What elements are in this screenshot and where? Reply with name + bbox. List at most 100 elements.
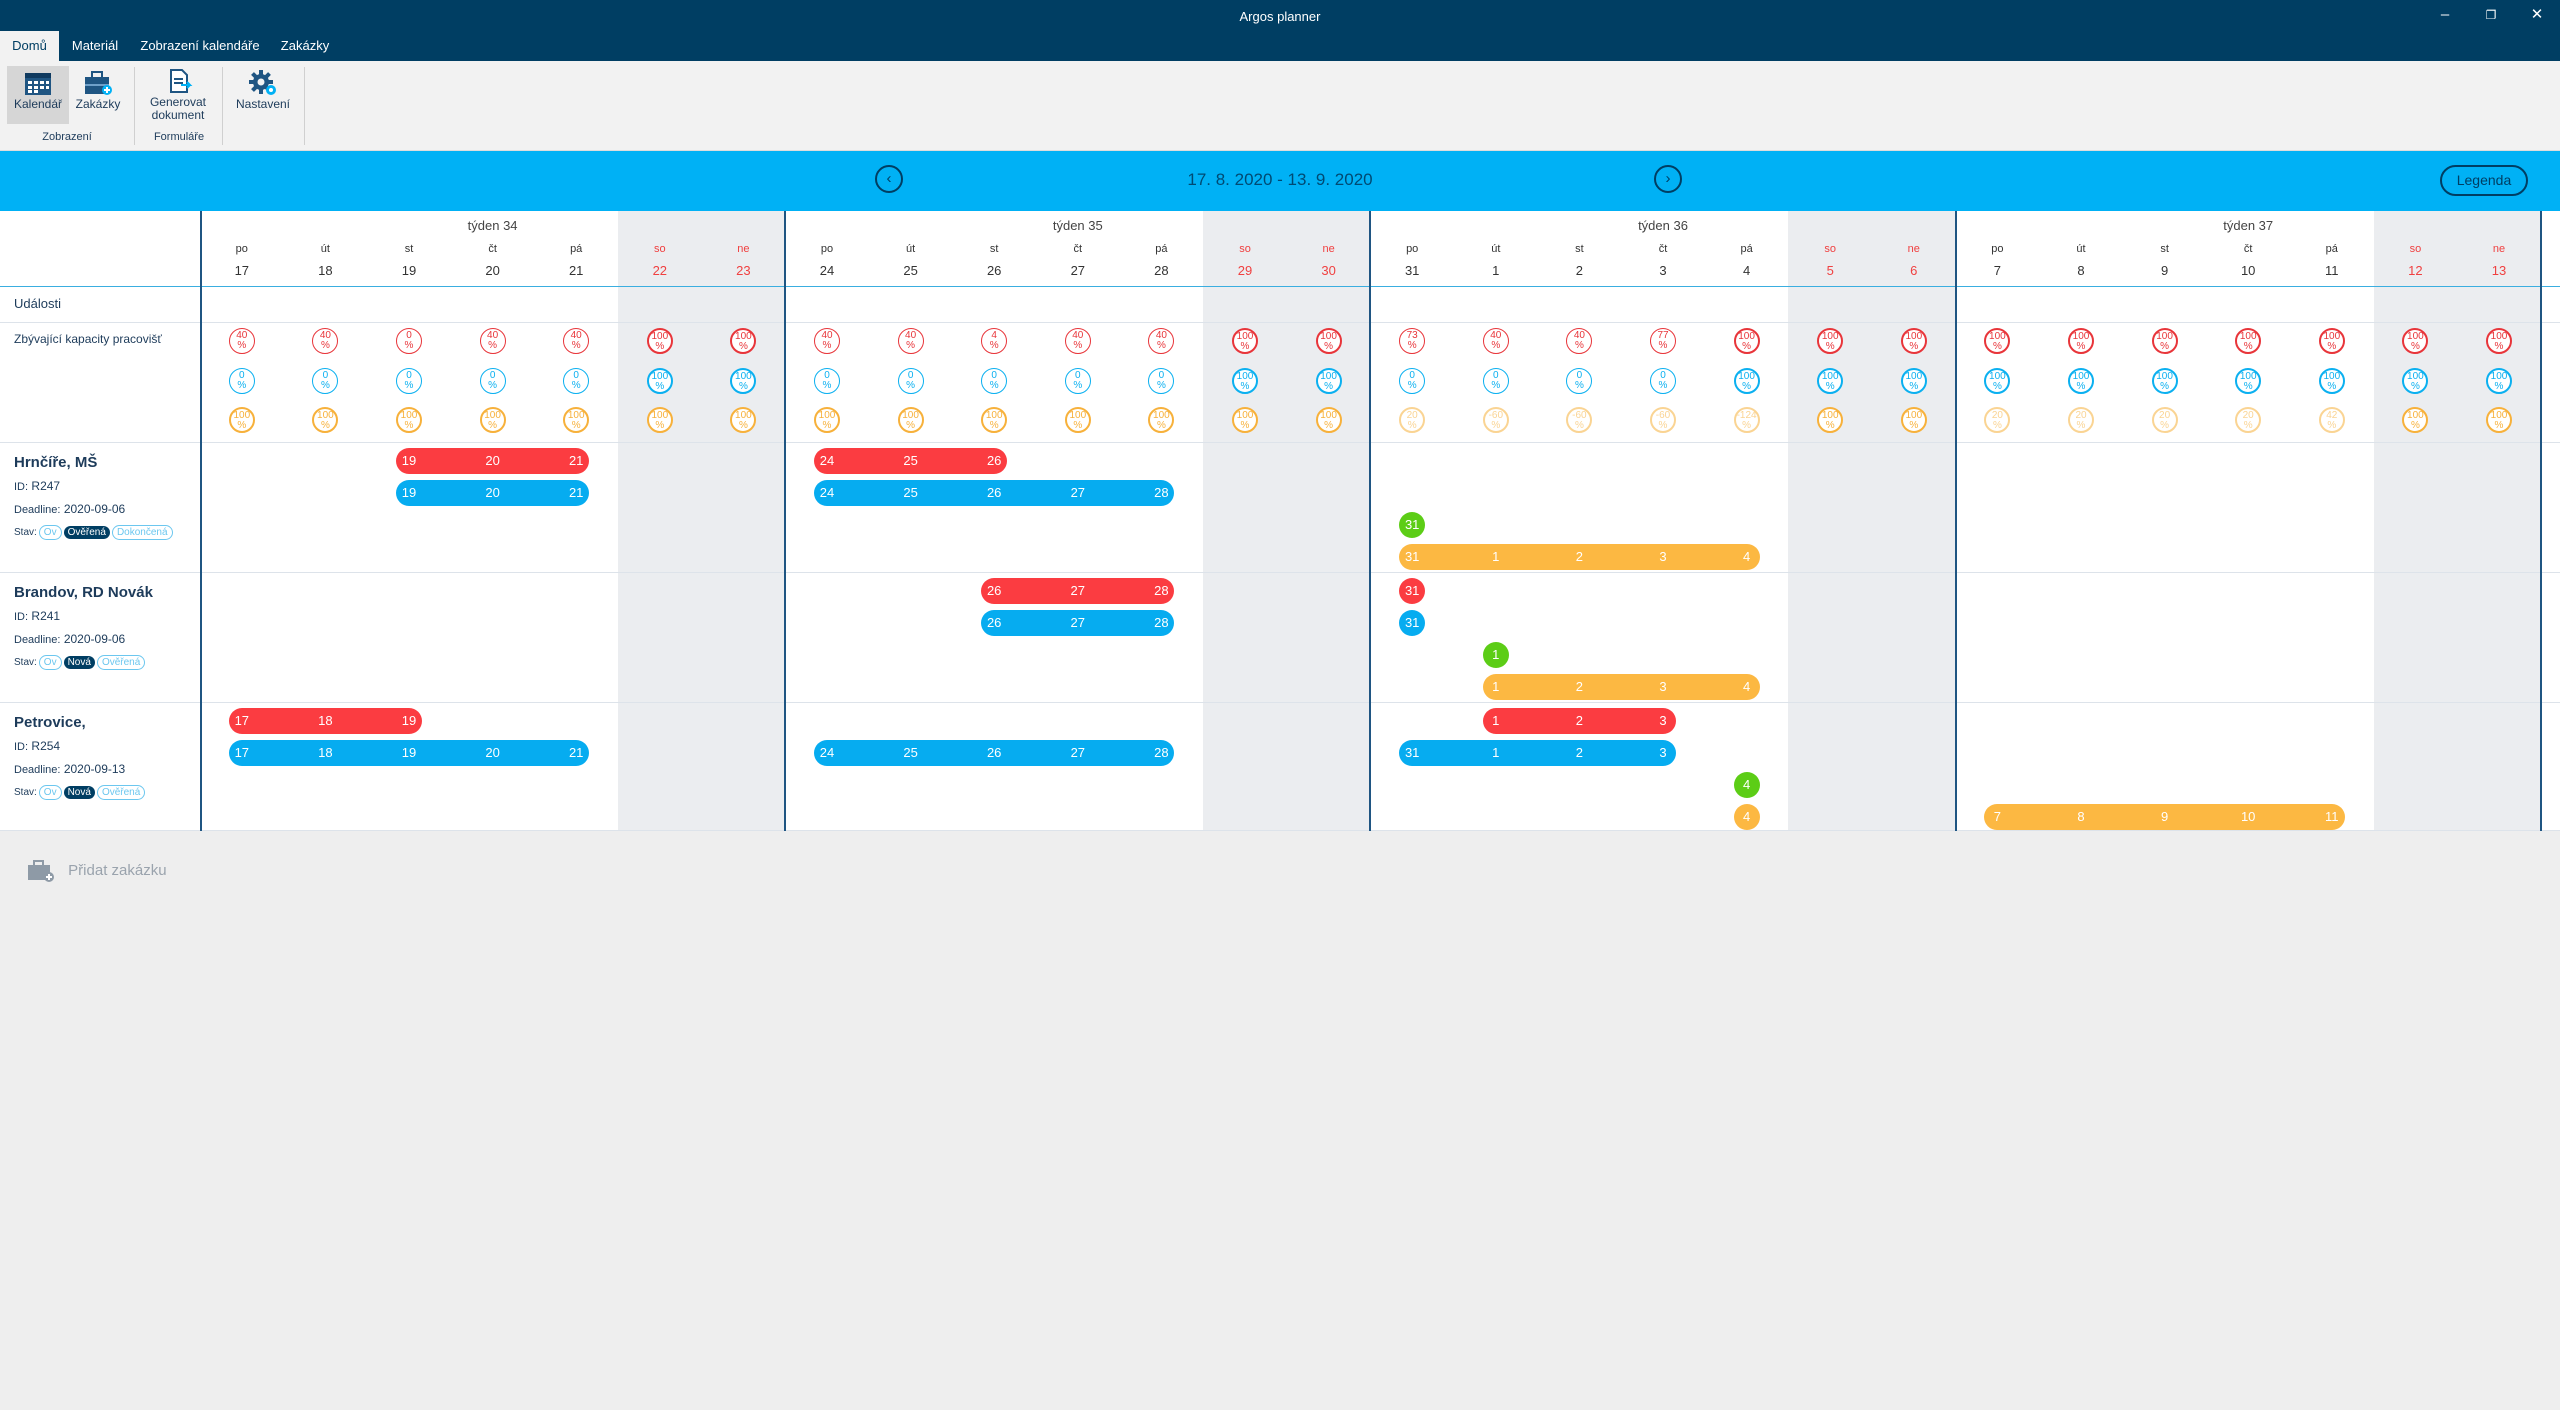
day-number: 8 [2077, 263, 2085, 278]
blue-schedule-bar[interactable]: 17 18 19 20 21 [228, 740, 590, 766]
bar-day-label: 2 [1575, 549, 1583, 564]
blue-schedule-bar[interactable]: 24 25 26 27 28 [814, 480, 1175, 506]
status-badge[interactable]: Ov [38, 525, 62, 540]
close-button[interactable]: ✕ [2530, 6, 2544, 23]
blue-schedule-bar[interactable]: 19 20 21 [396, 480, 590, 506]
status-badge[interactable]: Ov [38, 785, 62, 800]
ribbon-group-view: Zobrazení [42, 131, 92, 143]
red-schedule-bar[interactable]: 19 20 21 [396, 448, 590, 474]
orange-schedule-bar[interactable]: 4 [1733, 804, 1760, 830]
generate-document-button[interactable]: Generovat dokument [142, 66, 214, 124]
orange-schedule-bar[interactable]: 31 1 2 3 4 [1399, 544, 1760, 570]
day-name: út [320, 243, 330, 255]
capacity-unit: % [2327, 420, 2337, 431]
green-schedule-bar[interactable]: 31 [1399, 512, 1426, 538]
settings-button[interactable]: Nastavení [230, 66, 296, 124]
green-schedule-bar[interactable]: 1 [1482, 642, 1509, 668]
status-badge[interactable]: Ověřená [96, 655, 146, 670]
previous-period-button[interactable]: ‹ [875, 165, 903, 193]
red-schedule-bar[interactable]: 1 2 3 [1482, 708, 1676, 734]
day-name: pá [1740, 243, 1753, 255]
orange-schedule-bar[interactable]: 1 2 3 4 [1482, 674, 1760, 700]
blue-capacity-indicator: 0% [1399, 368, 1426, 394]
order-name[interactable]: Hrnčíře, MŠ [14, 454, 98, 471]
capacity-value: 100 [2407, 371, 2424, 382]
tab-orders[interactable]: Zakázky [280, 38, 330, 53]
status-badge[interactable]: Nová [63, 656, 95, 669]
capacity-value: 100 [1821, 331, 1839, 342]
capacity-unit: % [1658, 380, 1668, 391]
red-schedule-bar[interactable]: 24 25 26 [814, 448, 1008, 474]
order-name[interactable]: Petrovice, [14, 714, 86, 731]
day-number: 20 [485, 263, 500, 278]
capacity-value: 100 [2323, 331, 2341, 342]
status-badge[interactable]: Dokončená [111, 525, 173, 540]
add-order-button[interactable]: Přidat zakázku [26, 859, 167, 883]
order-id-value: R241 [31, 609, 61, 623]
tab-material[interactable]: Materiál [71, 38, 119, 53]
next-period-button[interactable]: › [1654, 165, 1682, 193]
red-schedule-bar[interactable]: 26 27 28 [981, 578, 1175, 604]
capacity-value: 0 [489, 370, 496, 381]
red-capacity-indicator: 100% [1315, 328, 1342, 354]
status-badge[interactable]: Ověřená [63, 526, 110, 539]
capacity-unit: % [906, 380, 916, 391]
orders-button-label: Zakázky [75, 97, 121, 111]
capacity-value: 40 [1155, 330, 1167, 341]
orange-capacity-indicator: 100% [2402, 407, 2429, 433]
capacity-unit: % [822, 340, 832, 351]
capacity-unit: % [655, 420, 665, 431]
order-name[interactable]: Brandov, RD Novák [14, 584, 153, 601]
blue-capacity-indicator: 100% [730, 368, 757, 394]
capacity-value: 40 [236, 330, 248, 341]
minimize-button[interactable]: – [2440, 6, 2450, 23]
tab-calendar-view[interactable]: Zobrazení kalendáře [140, 38, 260, 53]
blue-capacity-indicator: 0% [228, 368, 255, 394]
blue-schedule-bar[interactable]: 26 27 28 [981, 610, 1175, 636]
bar-day-label: 2 [1575, 713, 1583, 728]
blue-schedule-bar[interactable]: 24 25 26 27 28 [814, 740, 1175, 766]
capacity-value: 100 [1153, 410, 1170, 421]
capacity-unit: % [488, 420, 498, 431]
blue-capacity-indicator: 100% [2402, 368, 2429, 394]
day-number: 29 [1237, 263, 1253, 278]
bar-day-label: 3 [1659, 549, 1667, 564]
red-schedule-bar[interactable]: 17 18 19 [228, 708, 422, 734]
calendar-button[interactable]: Kalendář [7, 66, 69, 124]
order-id-label: ID: [14, 611, 29, 623]
orange-capacity-indicator: -60% [1482, 407, 1509, 433]
blue-capacity-indicator: 100% [2235, 368, 2262, 394]
orange-capacity-indicator: -60% [1650, 407, 1676, 433]
orange-capacity-indicator: 100% [1232, 407, 1258, 433]
capacity-value: 100 [1236, 331, 1254, 342]
tab-domu[interactable]: Domů [0, 31, 59, 61]
orange-capacity-indicator: 100% [814, 407, 840, 433]
gear-icon [230, 69, 296, 97]
capacity-value: 100 [2407, 410, 2424, 421]
red-schedule-bar[interactable]: 31 [1399, 578, 1426, 604]
capacity-value: 100 [985, 410, 1003, 421]
status-badge[interactable]: Ověřená [96, 785, 146, 800]
capacity-value: -124 [1736, 410, 1757, 421]
capacity-unit: % [655, 381, 665, 392]
green-schedule-bar[interactable]: 4 [1733, 772, 1760, 798]
status-badge[interactable]: Nová [63, 786, 95, 799]
restore-button[interactable]: ❐ [2485, 8, 2497, 22]
capacity-value: 100 [484, 410, 501, 421]
orange-capacity-indicator: 100% [646, 407, 673, 433]
orange-capacity-indicator: 20% [2235, 407, 2262, 433]
capacity-unit: % [320, 420, 330, 431]
blue-schedule-bar[interactable]: 31 [1399, 610, 1426, 636]
orange-schedule-bar[interactable]: 7 8 9 10 11 [1984, 804, 2345, 830]
capacity-value: 0 [573, 370, 579, 381]
capacity-unit: % [2243, 341, 2253, 352]
row-divider [0, 702, 2560, 703]
status-badge[interactable]: Ov [38, 655, 62, 670]
day-name: čt [2243, 243, 2253, 255]
blue-schedule-bar[interactable]: 31 1 2 3 [1399, 740, 1676, 766]
bar-day-label: 21 [568, 745, 584, 760]
capacity-value: 4 [991, 330, 997, 341]
orders-button[interactable]: Zakázky [70, 66, 126, 124]
legend-button[interactable]: Legenda [2440, 165, 2528, 196]
orange-capacity-indicator: 100% [479, 407, 506, 433]
